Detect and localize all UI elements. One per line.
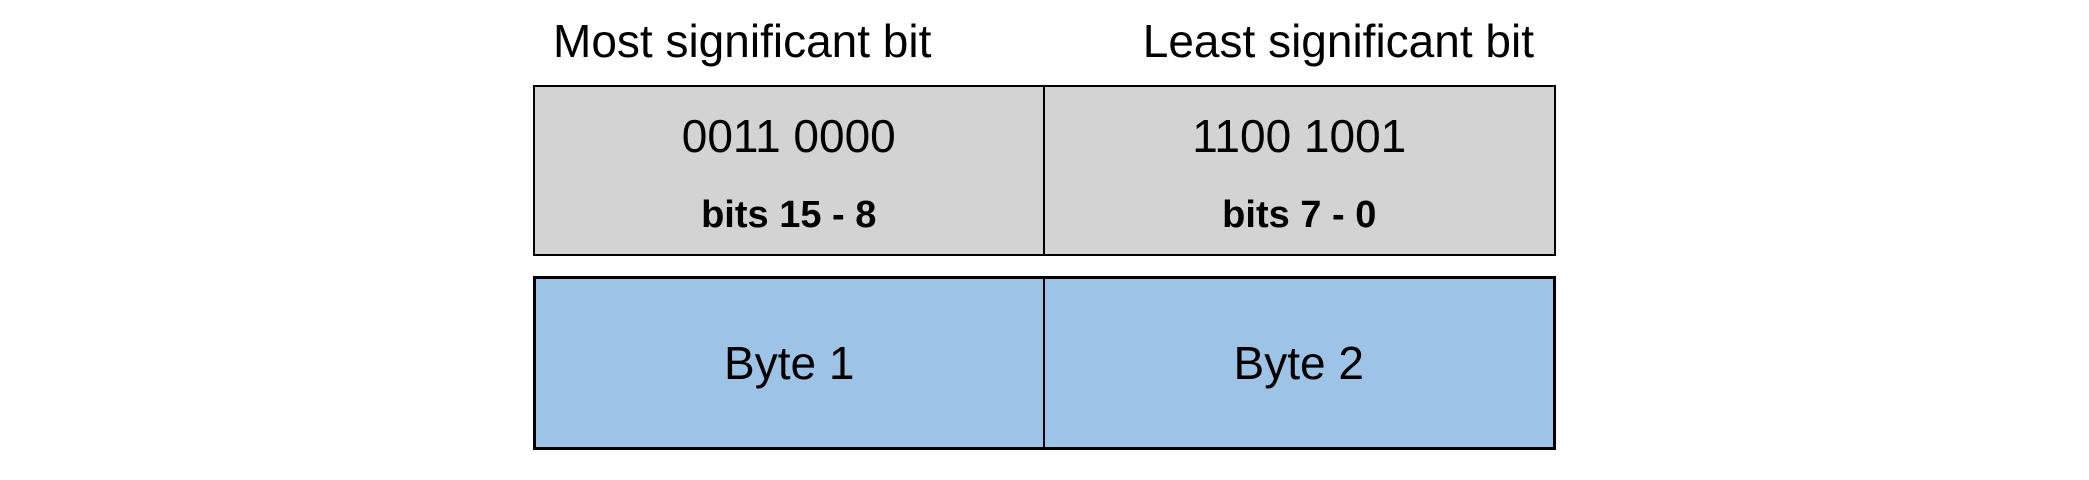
low-byte-bits-cell: 1100 1001 bits 7 - 0 [1045, 87, 1555, 254]
high-byte-bits-cell: 0011 0000 bits 15 - 8 [535, 87, 1045, 254]
most-significant-bit-label: Most significant bit [553, 15, 932, 67]
high-byte-binary-value: 0011 0000 [681, 110, 896, 162]
low-byte-bit-range-label: bits 7 - 0 [1222, 193, 1377, 236]
byte-1-cell: Byte 1 [536, 279, 1045, 447]
bit-value-row: 0011 0000 bits 15 - 8 1100 1001 bits 7 -… [533, 85, 1556, 256]
high-byte-bit-range-label: bits 15 - 8 [701, 193, 877, 236]
least-significant-bit-label: Least significant bit [1142, 15, 1534, 67]
top-caption-row: Most significant bit Least significant b… [533, 6, 1556, 76]
byte-label-row: Byte 1 Byte 2 [533, 276, 1556, 450]
low-byte-binary-value: 1100 1001 [1192, 110, 1407, 162]
byte-2-cell: Byte 2 [1233, 337, 1364, 389]
